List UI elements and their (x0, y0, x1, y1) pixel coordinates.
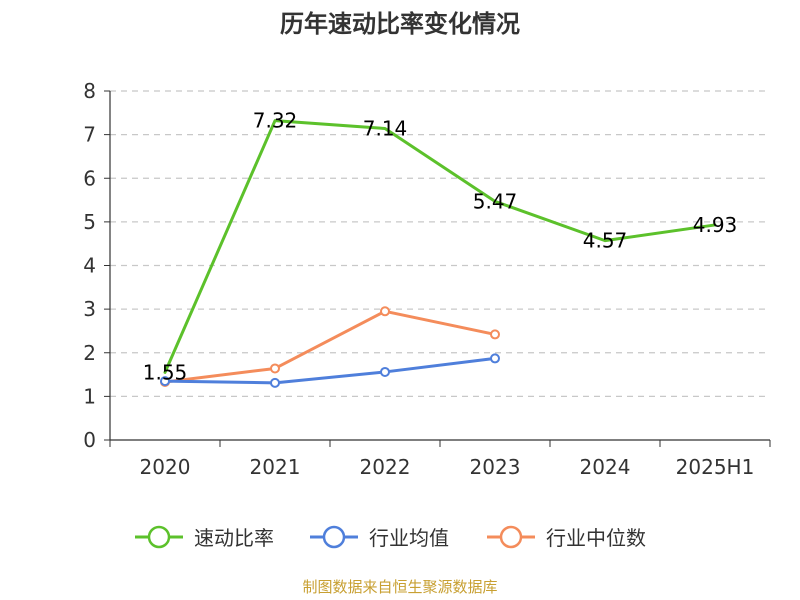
axes: 0 1 2 3 4 5 6 7 8 2020 2021 2022 2023 2024 2025H1 (83, 79, 771, 479)
legend-swatch-marker (322, 525, 346, 549)
y-tick-label: 3 (83, 297, 96, 321)
source-note: 制图数据来自恒生聚源数据库 (302, 578, 497, 596)
y-tick-label: 8 (83, 79, 96, 103)
x-tick-label: 2021 (250, 455, 301, 479)
legend-swatch-marker (147, 525, 171, 549)
data-point (380, 306, 390, 317)
y-tick-label: 4 (83, 254, 96, 278)
series-line (163, 356, 497, 385)
series-line (163, 309, 497, 384)
y-tick-label: 5 (83, 210, 96, 234)
data-point (380, 366, 390, 377)
y-tick-label: 7 (83, 123, 96, 147)
data-label: 1.55 (143, 360, 188, 384)
data-label: 7.32 (253, 109, 298, 133)
data-point (270, 363, 280, 374)
data-point (490, 353, 500, 364)
data-label: 4.93 (693, 213, 738, 237)
data-point (270, 377, 280, 388)
legend-label: 速动比率 (194, 526, 274, 550)
legend-item: 行业均值 (310, 525, 449, 550)
legend-swatch-marker (499, 525, 523, 549)
y-tick-label: 2 (83, 341, 96, 365)
y-tick-label: 0 (83, 428, 96, 452)
series-3 (160, 306, 500, 387)
data-labels: 1.55 7.32 7.14 5.47 4.57 4.93 (143, 109, 738, 385)
data-label: 7.14 (363, 117, 408, 141)
series-layer (160, 119, 717, 388)
x-tick-label: 2022 (360, 455, 411, 479)
x-tick-label: 2020 (140, 455, 191, 479)
data-label: 4.57 (583, 229, 628, 253)
x-tick-label: 2025H1 (676, 455, 755, 479)
y-tick-label: 1 (83, 384, 96, 408)
chart-title: 历年速动比率变化情况 (280, 10, 520, 38)
legend-label: 行业中位数 (546, 526, 646, 550)
grid-lines (110, 90, 770, 397)
legend-item: 行业中位数 (487, 525, 646, 550)
legend-label: 行业均值 (369, 526, 449, 550)
series-line (163, 119, 717, 374)
data-label: 5.47 (473, 189, 518, 213)
data-point (490, 329, 500, 340)
legend: 速动比率 行业均值 行业中位数 (135, 525, 646, 550)
data-point (160, 376, 170, 387)
x-tick-label: 2023 (470, 455, 521, 479)
series-2 (160, 353, 500, 388)
series-1 (163, 119, 717, 374)
x-tick-label: 2024 (580, 455, 631, 479)
legend-item: 速动比率 (135, 525, 274, 550)
y-tick-label: 6 (83, 166, 96, 190)
